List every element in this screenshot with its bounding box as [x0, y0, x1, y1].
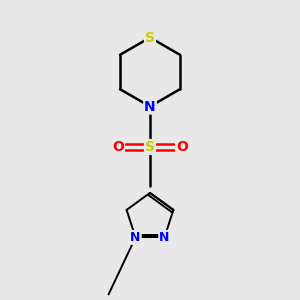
Text: N: N	[159, 231, 170, 244]
Text: S: S	[145, 140, 155, 154]
Text: S: S	[145, 31, 155, 44]
Text: N: N	[130, 231, 141, 244]
Text: N: N	[144, 100, 156, 113]
Text: O: O	[112, 140, 124, 154]
Text: O: O	[176, 140, 188, 154]
